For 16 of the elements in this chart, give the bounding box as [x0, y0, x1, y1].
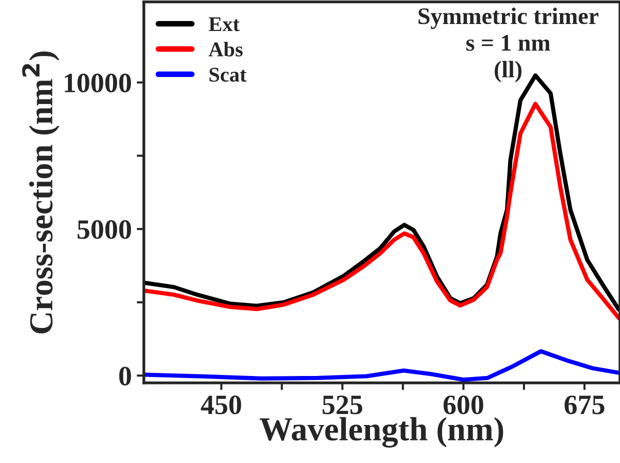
annotation: Symmetric trimer: [418, 8, 598, 30]
legend-label: Ext: [208, 17, 240, 32]
annotation: s = 1 nm: [466, 35, 550, 51]
y-tick-label: 0: [119, 366, 131, 386]
y-tick-label: 10000: [64, 74, 131, 92]
legend-label: Abs: [208, 42, 243, 56]
legend-label: Scat: [210, 68, 247, 82]
line-series: [144, 349, 620, 382]
x-tick-label: 675: [564, 396, 604, 414]
x-tick-label: 525: [322, 396, 362, 414]
x-tick-label: 450: [200, 396, 242, 414]
annotation: (ll): [494, 60, 522, 82]
x-axis-title: Wavelength (nm): [260, 417, 504, 448]
x-tick-label: 600: [444, 396, 484, 414]
y-tick-label: 5000: [78, 220, 131, 239]
y-axis-title: Cross-section (nm$^{2}$): [22, 51, 60, 334]
